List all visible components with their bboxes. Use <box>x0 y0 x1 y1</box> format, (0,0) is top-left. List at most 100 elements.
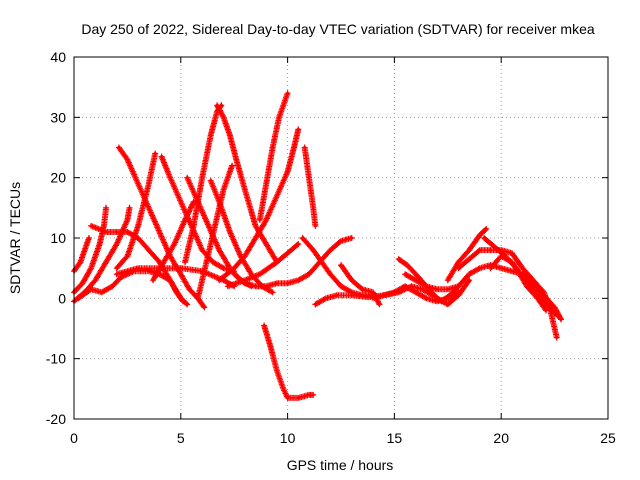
data-point <box>183 218 187 222</box>
data-point <box>424 284 428 288</box>
data-point <box>510 269 514 273</box>
data-point <box>446 278 450 282</box>
data-point <box>555 336 559 340</box>
data-point <box>275 260 279 264</box>
series-arc-15 <box>216 126 302 284</box>
data-point <box>377 302 381 306</box>
data-point <box>521 266 525 270</box>
data-point <box>292 146 296 149</box>
data-point <box>179 200 183 204</box>
data-point <box>286 396 290 400</box>
data-point <box>271 290 275 294</box>
data-point <box>185 176 189 180</box>
data-point <box>243 278 247 282</box>
data-point <box>136 266 140 270</box>
data-point <box>264 284 268 288</box>
data-point <box>493 245 497 249</box>
data-point <box>311 248 315 252</box>
data-point <box>147 206 151 210</box>
data-point <box>435 296 439 300</box>
data-point <box>196 296 200 300</box>
data-point <box>350 236 354 240</box>
data-point <box>258 218 262 222</box>
data-point <box>559 317 563 321</box>
data-point <box>160 155 164 159</box>
data-point <box>435 287 439 291</box>
data-point <box>254 284 258 288</box>
data-point <box>371 290 375 294</box>
data-point <box>531 281 535 285</box>
data-point <box>168 278 172 282</box>
data-point <box>230 164 234 168</box>
data-point <box>187 287 191 291</box>
data-point <box>275 194 279 198</box>
data-point <box>192 224 196 228</box>
series-arc-24 <box>370 283 462 305</box>
data-point <box>254 224 258 228</box>
series-arc-32 <box>224 241 302 290</box>
data-point <box>110 284 114 288</box>
data-point <box>185 302 189 306</box>
data-point <box>175 290 179 294</box>
data-point <box>324 296 328 300</box>
data-point <box>93 278 97 282</box>
x-tick-label: 5 <box>177 430 185 446</box>
data-point <box>350 293 354 297</box>
data-point <box>254 236 258 240</box>
data-point <box>521 275 525 279</box>
y-tick-label: 10 <box>50 230 66 246</box>
data-point <box>320 260 324 264</box>
data-point <box>360 287 364 291</box>
data-point <box>136 224 140 228</box>
data-point <box>489 248 493 252</box>
data-point <box>89 224 93 228</box>
series-arc-11 <box>194 162 236 302</box>
series-arc-1 <box>71 235 92 275</box>
data-point <box>420 287 424 291</box>
data-point <box>553 311 557 315</box>
data-point <box>243 188 247 192</box>
data-point <box>262 323 266 327</box>
data-point <box>271 146 275 149</box>
series-arc-7 <box>113 150 159 272</box>
data-point <box>467 278 471 282</box>
data-point <box>283 97 287 101</box>
data-point <box>243 254 247 258</box>
data-point <box>215 103 219 107</box>
data-point <box>200 176 204 180</box>
data-point <box>115 230 119 234</box>
data-point <box>183 260 187 264</box>
data-point <box>207 224 211 228</box>
data-point <box>204 260 208 264</box>
data-point <box>157 230 161 234</box>
data-point <box>286 281 290 285</box>
data-point <box>335 293 339 297</box>
data-point <box>277 115 281 119</box>
series-arc-10 <box>182 102 225 266</box>
data-point <box>196 200 200 204</box>
plot-frame <box>73 56 609 420</box>
data-point <box>328 248 332 252</box>
data-point <box>81 281 85 285</box>
data-point <box>275 281 279 285</box>
x-tick-label: 0 <box>70 430 78 446</box>
data-point <box>264 218 268 222</box>
data-point <box>446 302 450 306</box>
data-point <box>307 272 311 276</box>
data-point <box>217 248 221 252</box>
data-point <box>296 127 300 131</box>
data-point <box>264 242 268 246</box>
series-arc-31 <box>150 198 197 284</box>
series-arc-6 <box>115 144 208 311</box>
data-point <box>179 266 183 270</box>
data-point <box>76 296 80 300</box>
series-arc-16 <box>256 90 291 223</box>
data-point <box>136 182 140 186</box>
data-point <box>104 230 108 234</box>
data-point <box>424 296 428 300</box>
data-point <box>228 133 232 137</box>
data-point <box>217 200 221 204</box>
data-point <box>403 284 407 288</box>
series-arc-2 <box>71 204 109 296</box>
data-point <box>78 260 82 264</box>
